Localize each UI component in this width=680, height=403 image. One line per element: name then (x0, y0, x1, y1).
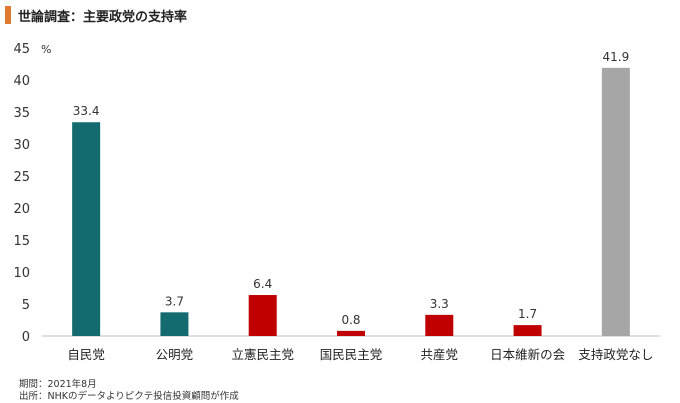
y-unit-label: % (41, 43, 51, 56)
y-tick-label: 45 (13, 42, 30, 57)
data-label: 0.8 (341, 313, 360, 327)
y-tick-label: 20 (13, 202, 30, 217)
period-note: 期間：2021年8月 (19, 379, 97, 390)
y-tick-label: 40 (13, 74, 30, 89)
y-tick-label: 30 (13, 138, 30, 153)
data-label: 3.7 (165, 294, 184, 308)
x-tick-label: 共産党 (421, 347, 459, 362)
bar-7 (601, 67, 630, 336)
y-tick-label: 10 (13, 266, 30, 281)
bar-2 (160, 312, 189, 336)
data-label: 3.3 (430, 297, 449, 311)
y-tick-label: 25 (13, 170, 30, 185)
x-tick-label: 日本維新の会 (490, 347, 566, 362)
x-tick-label: 自民党 (67, 347, 105, 362)
title-accent-bar (5, 6, 11, 24)
x-tick-label: 立憲民主党 (231, 347, 294, 362)
chart-title-bar: 世論調査：主要政党の支持率 (5, 6, 188, 25)
data-label: 6.4 (253, 277, 272, 291)
source-note: 出所：NHKのデータよりピクテ投信投資顧問が作成 (19, 391, 239, 402)
bar-3 (248, 295, 277, 336)
x-tick-label: 国民民主党 (320, 347, 383, 362)
x-tick-label: 支持政党なし (578, 347, 653, 362)
chart-title: 世論調査：主要政党の支持率 (18, 9, 188, 25)
y-tick-label: 35 (13, 106, 30, 121)
data-label: 1.7 (518, 307, 537, 321)
y-tick-label: 15 (13, 234, 30, 249)
bar-4 (337, 330, 365, 336)
bar-5 (425, 314, 454, 336)
x-tick-label: 公明党 (156, 347, 194, 362)
y-tick-label: 0 (22, 330, 30, 345)
data-label: 33.4 (73, 104, 100, 118)
data-label: 41.9 (602, 50, 629, 64)
bar-1 (72, 122, 101, 337)
y-tick-label: 5 (22, 298, 30, 313)
bar-6 (513, 325, 542, 336)
